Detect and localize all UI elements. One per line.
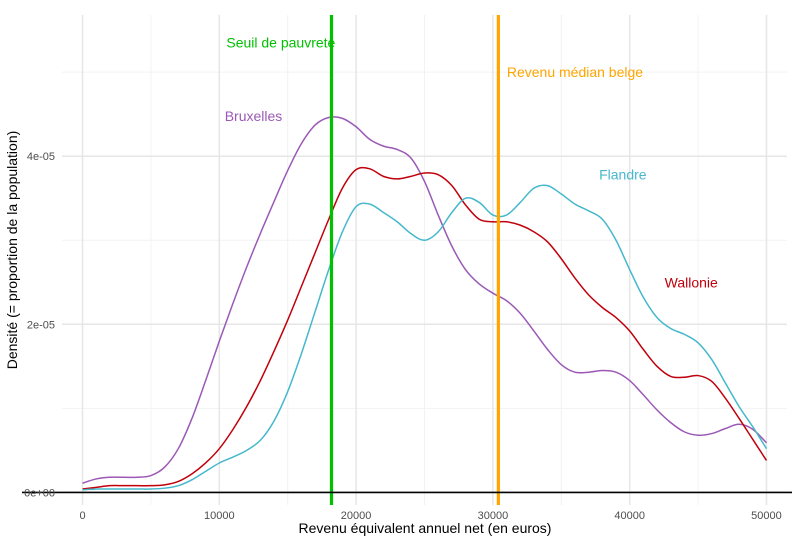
minor-gridlines (62, 15, 787, 505)
y-tick-label: 2e-05 (27, 319, 55, 331)
x-tick-label: 20000 (341, 510, 372, 522)
density-curves (82, 116, 768, 491)
x-tick-label: 50000 (751, 510, 782, 522)
x-tick-label: 40000 (614, 510, 645, 522)
y-axis-title: Densité (= proportion de la population) (4, 131, 20, 370)
median-income-label: Revenu médian belge (507, 64, 643, 80)
reference-lines (329, 15, 500, 505)
x-tick-label: 10000 (204, 510, 235, 522)
x-axis-title: Revenu équivalent annuel net (en euros) (299, 520, 552, 536)
x-axis-ticks: 0 10000 20000 30000 40000 50000 (79, 510, 781, 522)
x-tick-label: 0 (79, 510, 85, 522)
y-axis-ticks: 0e+00 2e-05 4e-05 (24, 151, 55, 499)
density-curve-wallonie (82, 166, 768, 490)
y-tick-label: 0e+00 (24, 487, 55, 499)
x-tick-label: 30000 (478, 510, 509, 522)
poverty-threshold-label: Seuil de pauvreté (226, 35, 335, 51)
direct-labels: Bruxelles Wallonie Flandre Seuil de pauvret… (225, 35, 718, 291)
series-label-wallonie: Wallonie (665, 274, 718, 290)
y-tick-label: 4e-05 (27, 151, 55, 163)
series-label-flandre: Flandre (599, 167, 647, 183)
density-curve-bruxelles (82, 116, 768, 484)
density-curve-flandre (82, 184, 768, 491)
series-label-bruxelles: Bruxelles (225, 108, 283, 124)
